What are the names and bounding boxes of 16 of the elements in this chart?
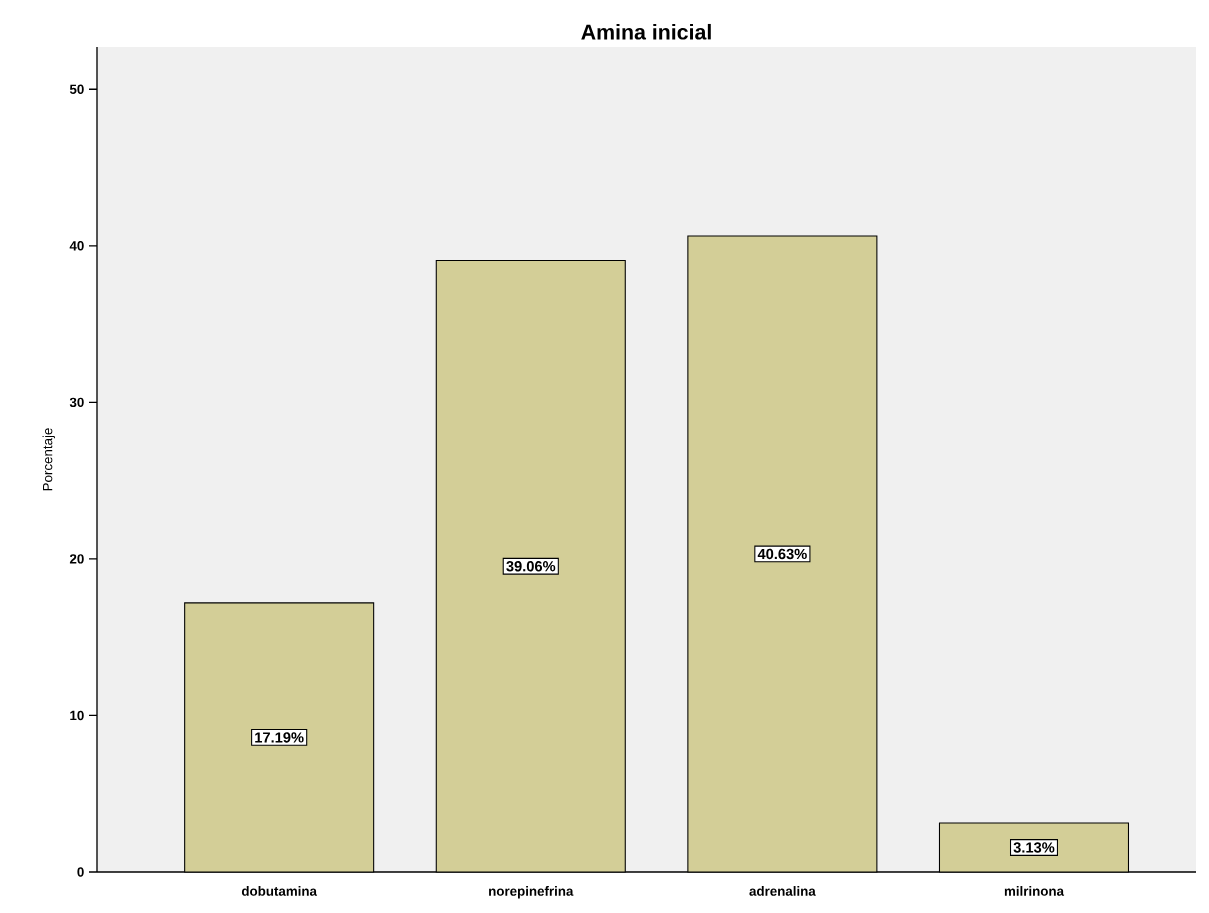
y-tick-label: 40	[69, 241, 84, 251]
data-label: 3.13%	[1013, 842, 1055, 853]
y-tick-label: 30	[69, 397, 84, 408]
x-tick-label: milrinona	[1004, 886, 1065, 896]
y-axis-title: Porcentaje	[42, 428, 55, 491]
data-label: 39.06%	[506, 561, 556, 572]
y-tick-label: 10	[70, 710, 84, 721]
x-tick-label: norepinefrina	[489, 886, 574, 899]
y-tick-label: 50	[69, 84, 84, 94]
chart-title: Amina inicial	[581, 23, 711, 40]
x-tick-label: adrenalina	[749, 886, 816, 896]
data-label: 40.63%	[757, 548, 807, 560]
y-tick-label: 0	[77, 867, 84, 877]
y-tick-label: 20	[69, 554, 84, 564]
x-tick-label: dobutamina	[241, 886, 318, 896]
data-label: 17.19%	[255, 732, 304, 743]
